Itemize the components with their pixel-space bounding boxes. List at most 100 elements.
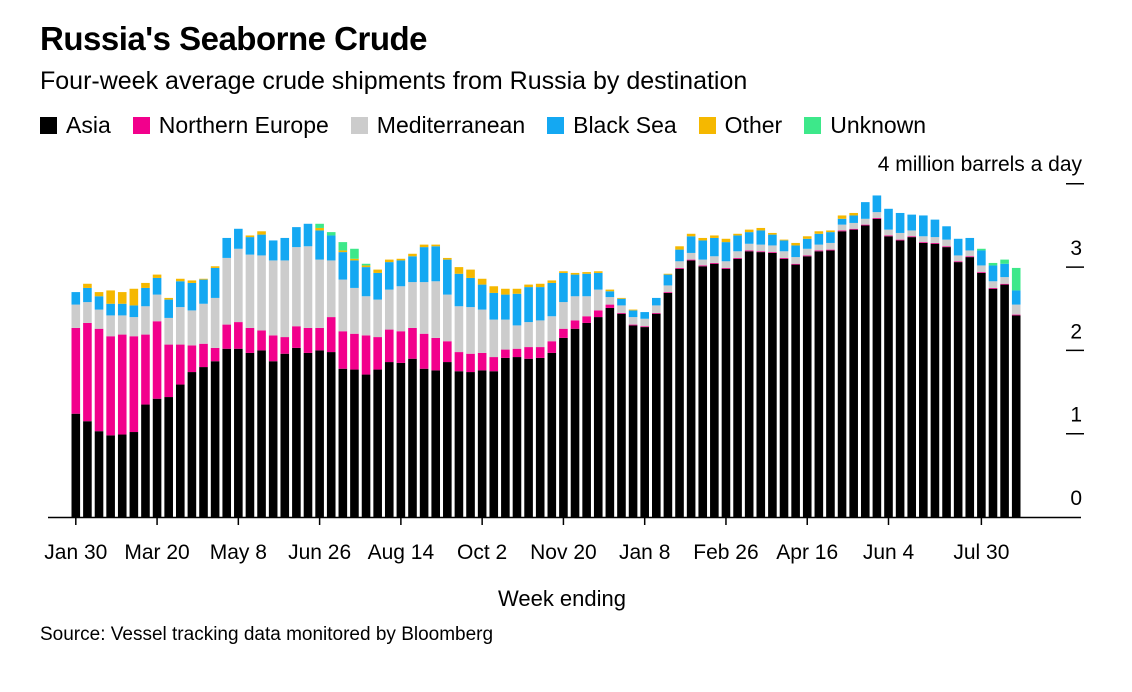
bar-black-sea-32 (443, 259, 452, 295)
bar-mediterranean-39 (524, 322, 533, 348)
bar-northern-europe-71 (895, 239, 905, 241)
bar-other-55 (710, 235, 719, 238)
bar-northern-europe-63 (802, 255, 812, 257)
bar-asia-7 (152, 398, 162, 517)
bar-asia-46 (605, 307, 615, 517)
bar-black-sea-10 (187, 282, 197, 311)
bar-black-sea-5 (129, 305, 139, 318)
bar-asia-5 (129, 432, 139, 517)
bar-northern-europe-12 (210, 347, 220, 362)
x-tick-label-0: Jan 30 (44, 541, 107, 564)
bar-northern-europe-77 (965, 256, 975, 258)
bar-asia-75 (942, 247, 951, 518)
bar-mediterranean-52 (675, 261, 684, 268)
bar-black-sea-68 (860, 202, 870, 219)
bar-asia-2 (94, 431, 104, 517)
bar-black-sea-26 (373, 272, 382, 300)
bar-black-sea-6 (141, 287, 150, 307)
bar-mediterranean-17 (268, 260, 278, 336)
bar-asia-4 (117, 434, 127, 517)
bar-northern-europe-69 (872, 217, 882, 219)
bar-other-6 (141, 282, 150, 288)
legend-swatch-asia (40, 116, 57, 134)
bar-mediterranean-1 (83, 302, 92, 323)
bar-northern-europe-37 (501, 349, 510, 358)
bar-asia-77 (965, 257, 975, 517)
bar-other-38 (512, 288, 522, 294)
bar-asia-33 (454, 371, 464, 518)
bar-northern-europe-64 (814, 250, 824, 252)
bar-asia-80 (1000, 284, 1009, 517)
x-tick-label-21: Jun 26 (288, 541, 351, 564)
bar-black-sea-27 (384, 262, 394, 290)
bar-unknown-22 (326, 232, 336, 236)
bar-black-sea-21 (315, 230, 324, 260)
bar-asia-59 (756, 252, 766, 518)
bar-black-sea-70 (884, 208, 893, 230)
bar-mediterranean-0 (71, 304, 81, 328)
bar-black-sea-72 (907, 214, 917, 231)
bar-mediterranean-45 (593, 289, 603, 311)
bar-asia-9 (175, 384, 185, 517)
bar-northern-europe-44 (582, 316, 591, 323)
bar-asia-28 (396, 362, 406, 517)
bar-northern-europe-74 (930, 242, 940, 244)
bar-mediterranean-74 (930, 237, 940, 243)
legend-label-northern-europe: Northern Europe (158, 111, 329, 138)
bar-northern-europe-60 (768, 252, 777, 253)
bar-asia-68 (860, 225, 870, 517)
bar-mediterranean-61 (779, 251, 789, 258)
bar-other-34 (466, 269, 475, 278)
bar-asia-17 (268, 361, 278, 517)
bar-other-37 (501, 288, 510, 295)
bar-northern-europe-54 (698, 265, 708, 267)
bar-black-sea-44 (582, 273, 591, 297)
bar-other-66 (837, 215, 847, 219)
bar-black-sea-29 (408, 256, 417, 283)
bar-black-sea-78 (977, 250, 986, 266)
bar-asia-35 (477, 370, 487, 517)
bar-mediterranean-56 (721, 261, 731, 268)
bar-asia-29 (408, 358, 417, 517)
bar-northern-europe-41 (547, 341, 557, 353)
bar-black-sea-41 (547, 282, 557, 317)
bar-mediterranean-72 (907, 230, 917, 237)
bar-other-43 (570, 272, 580, 275)
bar-black-sea-79 (988, 265, 998, 282)
bar-mediterranean-64 (814, 244, 824, 251)
bar-northern-europe-52 (675, 267, 684, 269)
bar-other-39 (524, 284, 533, 288)
bar-other-57 (733, 233, 742, 236)
bar-asia-49 (640, 327, 649, 517)
legend-swatch-black-sea (547, 116, 565, 134)
bar-black-sea-47 (617, 298, 626, 306)
bar-asia-43 (570, 328, 580, 517)
bar-other-48 (628, 309, 638, 311)
bar-black-sea-76 (953, 238, 963, 256)
bar-asia-72 (907, 237, 917, 518)
bar-black-sea-55 (710, 237, 719, 257)
bar-northern-europe-40 (535, 347, 545, 358)
chart-source: Source: Vessel tracking data monitored b… (40, 624, 494, 645)
bar-mediterranean-69 (872, 212, 882, 218)
bar-unknown-81 (1011, 267, 1021, 291)
bar-other-46 (605, 289, 615, 292)
bar-northern-europe-13 (222, 324, 232, 349)
bar-northern-europe-49 (640, 326, 649, 328)
bar-northern-europe-59 (756, 251, 766, 253)
bar-asia-81 (1011, 315, 1021, 517)
bar-other-9 (175, 278, 185, 282)
bar-asia-41 (547, 352, 557, 517)
bar-mediterranean-49 (640, 318, 649, 327)
bar-other-54 (698, 237, 708, 241)
legend-label-other: Other (724, 111, 783, 138)
bar-asia-62 (791, 264, 800, 517)
bar-other-64 (814, 231, 824, 234)
bar-other-42 (559, 271, 568, 273)
bar-mediterranean-48 (628, 317, 638, 325)
bar-black-sea-52 (675, 249, 684, 262)
bar-other-53 (686, 233, 696, 237)
bar-other-35 (477, 278, 487, 285)
bar-asia-19 (292, 347, 301, 517)
